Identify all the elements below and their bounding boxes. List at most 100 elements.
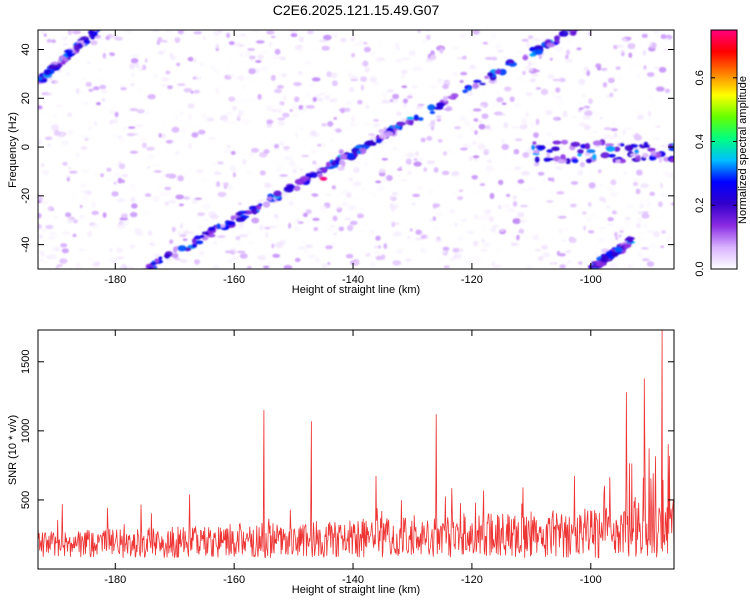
spectrogram-cell [107, 290, 111, 297]
spectrogram-cell [434, 140, 439, 144]
spectrogram-cell [157, 37, 163, 43]
spectrogram-cell [436, 77, 443, 84]
spectrogram-cell [588, 98, 593, 105]
spectrogram-cell [338, 149, 344, 155]
snr-y-tick-label: 1500 [20, 350, 32, 374]
spectrogram-cell [460, 71, 468, 76]
spectrogram-cell [151, 30, 160, 33]
spectrogram-cell [357, 40, 363, 47]
spectrogram-cell [61, 36, 67, 42]
spectrogram-cell [112, 162, 119, 167]
spectrogram-cell [73, 63, 81, 66]
spectrogram-cell [452, 230, 461, 236]
spectrogram-cell [428, 217, 434, 222]
spectrogram-cell [238, 222, 245, 228]
spectrogram-cell [262, 201, 271, 208]
spectrogram-cell [141, 269, 150, 275]
spectrogram-cell [312, 160, 317, 165]
spectrogram-cell [558, 253, 566, 257]
spectrogram-cell [247, 265, 252, 269]
spectrogram-cell [381, 99, 391, 105]
spectrogram-cell [412, 193, 420, 198]
spectrogram-cell [549, 57, 553, 61]
spectrogram-cell [376, 43, 385, 49]
spectrogram-cell [53, 80, 59, 85]
spectrogram-cell [516, 211, 522, 218]
spectrogram-cell [217, 161, 224, 165]
spectrogram-cell [623, 171, 627, 176]
spectrogram-cell [653, 30, 660, 35]
spectrogram-cell [417, 186, 424, 190]
spectrogram-cell [39, 258, 44, 262]
spectrogram-cell [265, 164, 270, 168]
spectrogram-cell [648, 94, 654, 100]
spectrogram-cell [275, 128, 280, 135]
spectrogram-cell [512, 218, 521, 225]
spectrogram-cell [350, 76, 359, 81]
spectrogram-cell [459, 147, 468, 151]
spectrogram-cell [592, 140, 603, 146]
spectrogram-cell [373, 250, 381, 256]
spectrogram-cell [472, 82, 479, 89]
spectrogram-cell [647, 147, 656, 152]
spectrogram-cell [591, 153, 597, 161]
spectrogram-cell [158, 133, 162, 138]
spectrogram-cell [532, 69, 541, 73]
spectrogram-cell [160, 133, 167, 139]
spectrogram-cell [226, 111, 233, 116]
spectrogram-cell [650, 215, 655, 219]
spectrogram-cell [595, 109, 603, 114]
spectrogram-cell [423, 249, 428, 254]
spectrogram-cell [482, 41, 489, 45]
spectrogram-cell [267, 56, 272, 63]
spectrogram-cell [165, 30, 172, 33]
spectrogram-cell [46, 323, 52, 326]
spectrogram-cell [637, 211, 644, 215]
spectrogram-cell [180, 110, 184, 116]
spectrogram-cell [83, 296, 93, 301]
spectrogram-cell [521, 170, 530, 176]
spectrogram-cell [117, 256, 125, 260]
spectrogram-cell [238, 110, 245, 115]
spectrogram-cell [176, 230, 182, 236]
spectrogram-cell [664, 88, 671, 94]
spectrogram-cell [408, 120, 414, 126]
spectrogram-cell [228, 96, 236, 102]
spectrogram-cell [613, 44, 618, 50]
spectrogram-cell [588, 230, 595, 234]
spectrogram-cell [68, 170, 78, 174]
spectrogram-cell [50, 253, 57, 260]
spectrogram-cell [501, 143, 509, 151]
spectrogram-cell [598, 183, 604, 188]
spectrogram-cell [447, 95, 455, 99]
spectrogram-cell [305, 209, 312, 215]
spectrogram-cell [509, 96, 515, 102]
spectrogram-cell [193, 31, 202, 35]
spectrogram-cell [235, 38, 241, 43]
spectrogram-cell [234, 42, 243, 48]
spectrogram-cell [154, 166, 158, 170]
spectrogram-cell [327, 96, 332, 101]
spectrogram-cell [191, 127, 200, 132]
spectrogram-cell [267, 114, 272, 118]
spectrogram-cell [566, 259, 572, 264]
spectrogram-cell [660, 144, 669, 148]
spectrogram-cell [137, 65, 144, 70]
spectrogram-cell [250, 147, 260, 153]
spectrogram-cell [82, 101, 89, 106]
spectrogram-cell [474, 157, 478, 162]
spectrogram-cell [636, 222, 641, 229]
spectrogram-cell [272, 253, 281, 258]
spectrogram-cell [46, 322, 52, 328]
spectrogram-cell [73, 44, 80, 51]
spectrogram-cell [437, 256, 444, 262]
spectrogram-cell [484, 75, 490, 80]
spectrogram-cell [321, 209, 326, 214]
spectrogram-cell [91, 262, 99, 268]
spectrogram-cell [334, 227, 339, 230]
spectrogram-cell [131, 203, 138, 209]
spectrogram-cell [266, 81, 270, 85]
spectrogram-cell [426, 136, 433, 141]
spectrogram-cell [609, 92, 614, 97]
spectrogram-cell [614, 132, 618, 138]
